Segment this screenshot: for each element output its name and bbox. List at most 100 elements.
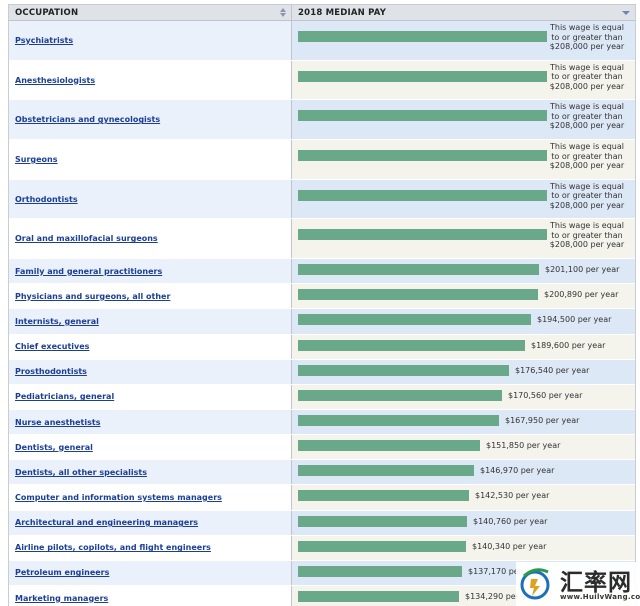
occupation-link[interactable]: Nurse anesthetists bbox=[15, 417, 101, 427]
pay-bar bbox=[298, 289, 538, 301]
median-pay-cell: $142,530 per year bbox=[292, 485, 635, 510]
occupation-link[interactable]: Marketing managers bbox=[15, 593, 109, 603]
table-row: Nurse anesthetists $167,950 per year bbox=[9, 409, 635, 436]
occupation-cell: Chief executives bbox=[9, 334, 292, 359]
occupation-link[interactable]: Prosthodontists bbox=[15, 367, 87, 377]
occupation-link[interactable]: Computer and information systems manager… bbox=[15, 492, 222, 502]
median-pay-cell: This wage is equal to or greater than $2… bbox=[292, 60, 635, 100]
pay-bar bbox=[298, 364, 509, 376]
occupation-cell: Dentists, general bbox=[9, 435, 292, 460]
pay-value-label: $170,560 per year bbox=[508, 390, 583, 400]
median-pay-table: OCCUPATION 2018 MEDIAN PAY Psychiatrists… bbox=[8, 4, 636, 606]
occupation-link[interactable]: Obstetricians and gynecologists bbox=[15, 115, 161, 125]
occupation-column-header[interactable]: OCCUPATION bbox=[9, 5, 292, 21]
pay-value-label: $167,950 per year bbox=[505, 415, 580, 425]
table-header: OCCUPATION 2018 MEDIAN PAY bbox=[9, 5, 635, 21]
table-row: Obstetricians and gynecologists This wage… bbox=[9, 100, 635, 141]
occupation-link[interactable]: Surgeons bbox=[15, 154, 58, 164]
watermark-url: www.HuilvWang.com bbox=[560, 593, 640, 601]
median-pay-column-header[interactable]: 2018 MEDIAN PAY bbox=[292, 5, 635, 21]
median-pay-cell: This wage is equal to or greater than $2… bbox=[292, 219, 635, 259]
occupation-link[interactable]: Architectural and engineering managers bbox=[15, 518, 199, 528]
pay-value-label: $151,850 per year bbox=[486, 441, 561, 451]
table-row: Architectural and engineering managers $1… bbox=[9, 510, 635, 536]
median-pay-cell: $146,970 per year bbox=[292, 460, 635, 485]
median-pay-cell: $140,340 per year bbox=[292, 535, 635, 560]
watermark: 汇率网 www.HuilvWang.com bbox=[516, 562, 640, 606]
pay-bar bbox=[298, 515, 467, 527]
occupation-cell: Surgeons bbox=[9, 140, 292, 179]
median-pay-cell: $176,540 per year bbox=[292, 359, 635, 384]
capped-wage-note: This wage is equal to or greater than $2… bbox=[549, 23, 625, 51]
table-row: Orthodontists This wage is equal to or gr… bbox=[9, 179, 635, 220]
pay-bar bbox=[298, 465, 474, 477]
pay-bar bbox=[298, 150, 547, 162]
pay-value-label: $140,760 per year bbox=[473, 516, 548, 526]
occupation-link[interactable]: Pediatricians, general bbox=[15, 392, 115, 402]
table-row: Oral and maxillofacial surgeons This wage… bbox=[9, 219, 635, 260]
capped-wage-note: This wage is equal to or greater than $2… bbox=[549, 102, 625, 131]
occupation-cell: Airline pilots, copilots, and flight eng… bbox=[9, 535, 292, 560]
table-row: Chief executives $189,600 per year bbox=[9, 334, 635, 360]
pay-bar bbox=[298, 565, 462, 577]
occupation-link[interactable]: Dentists, general bbox=[15, 442, 93, 452]
occupation-link[interactable]: Physicians and surgeons, all other bbox=[15, 291, 171, 301]
pay-value-label: $146,970 per year bbox=[480, 466, 555, 476]
occupation-header-label: OCCUPATION bbox=[15, 8, 79, 18]
median-pay-cell: $167,950 per year bbox=[292, 409, 635, 435]
occupation-link[interactable]: Family and general practitioners bbox=[15, 266, 163, 276]
pay-value-label: $194,500 per year bbox=[537, 315, 612, 325]
pay-bar bbox=[298, 339, 525, 351]
pay-bar bbox=[298, 110, 547, 122]
occupation-cell: Marketing managers bbox=[9, 585, 292, 606]
pay-bar bbox=[298, 70, 547, 82]
pay-bar bbox=[298, 264, 539, 276]
median-pay-cell: $201,100 per year bbox=[292, 259, 635, 284]
table-row: Internists, general $194,500 per year bbox=[9, 309, 635, 335]
occupation-cell: Anesthesiologists bbox=[9, 60, 292, 100]
median-pay-cell: This wage is equal to or greater than $2… bbox=[292, 140, 635, 179]
median-pay-cell: $140,760 per year bbox=[292, 510, 635, 535]
occupation-cell: Petroleum engineers bbox=[9, 560, 292, 585]
pay-bar bbox=[298, 31, 547, 42]
occupation-cell: Orthodontists bbox=[9, 179, 292, 219]
table-row: Pediatricians, general $170,560 per year bbox=[9, 384, 635, 410]
pay-bar bbox=[298, 490, 469, 502]
occupation-link[interactable]: Airline pilots, copilots, and flight eng… bbox=[15, 543, 211, 553]
occupation-link[interactable]: Anesthesiologists bbox=[15, 75, 96, 85]
pay-value-label: $189,600 per year bbox=[531, 340, 606, 350]
median-pay-cell: This wage is equal to or greater than $2… bbox=[292, 21, 635, 60]
chevron-down-icon[interactable] bbox=[622, 11, 630, 15]
occupation-link[interactable]: Dentists, all other specialists bbox=[15, 467, 147, 477]
occupation-cell: Prosthodontists bbox=[9, 359, 292, 384]
median-pay-header-label: 2018 MEDIAN PAY bbox=[298, 8, 387, 18]
capped-wage-note: This wage is equal to or greater than $2… bbox=[549, 181, 625, 210]
occupation-cell: Dentists, all other specialists bbox=[9, 460, 292, 485]
pay-value-label: $200,890 per year bbox=[544, 290, 619, 300]
occupation-link[interactable]: Chief executives bbox=[15, 342, 90, 352]
watermark-title: 汇率网 bbox=[560, 569, 632, 596]
pay-value-label: $142,530 per year bbox=[475, 491, 550, 501]
occupation-cell: Computer and information systems manager… bbox=[9, 485, 292, 510]
table-row: Dentists, all other specialists $146,970 … bbox=[9, 460, 635, 486]
median-pay-cell: This wage is equal to or greater than $2… bbox=[292, 179, 635, 219]
occupation-link[interactable]: Psychiatrists bbox=[15, 35, 74, 45]
pay-value-label: $176,540 per year bbox=[515, 365, 590, 375]
median-pay-cell: $170,560 per year bbox=[292, 384, 635, 409]
occupation-cell: Obstetricians and gynecologists bbox=[9, 100, 292, 140]
pay-value-label: $201,100 per year bbox=[545, 265, 620, 275]
capped-wage-note: This wage is equal to or greater than $2… bbox=[549, 62, 625, 91]
median-pay-cell: This wage is equal to or greater than $2… bbox=[292, 100, 635, 140]
occupation-link[interactable]: Internists, general bbox=[15, 316, 99, 326]
occupation-link[interactable]: Oral and maxillofacial surgeons bbox=[15, 234, 158, 244]
table-row: Psychiatrists This wage is equal to or gr… bbox=[9, 21, 635, 61]
table-row: Anesthesiologists This wage is equal to o… bbox=[9, 60, 635, 101]
occupation-link[interactable]: Orthodontists bbox=[15, 194, 78, 204]
pay-value-label: $140,340 per year bbox=[472, 541, 547, 551]
pay-bar bbox=[298, 389, 502, 401]
median-pay-cell: $151,850 per year bbox=[292, 435, 635, 460]
occupation-cell: Nurse anesthetists bbox=[9, 409, 292, 435]
occupation-link[interactable]: Petroleum engineers bbox=[15, 568, 110, 578]
pay-bar bbox=[298, 440, 480, 452]
sort-icon[interactable] bbox=[279, 8, 287, 18]
